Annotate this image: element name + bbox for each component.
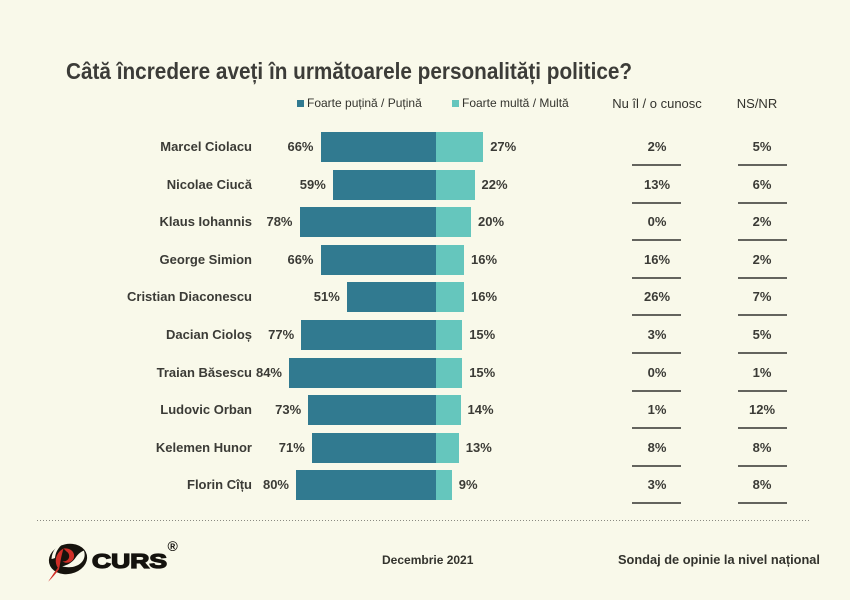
svg-text:CURS: CURS <box>92 551 167 572</box>
